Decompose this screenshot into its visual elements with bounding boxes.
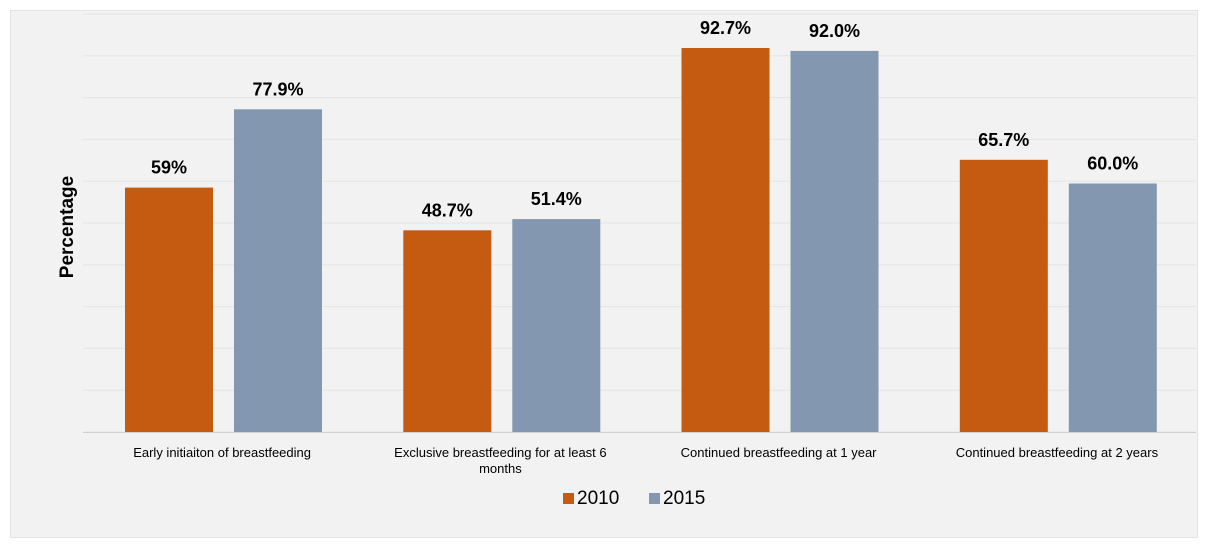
value-label-2010-3: 92.7% bbox=[700, 18, 751, 38]
bar-2010-2 bbox=[403, 230, 492, 432]
value-label-2010-2: 48.7% bbox=[422, 200, 473, 220]
y-axis-title: Percentage bbox=[57, 176, 78, 278]
value-label-2010-4: 65.7% bbox=[978, 130, 1029, 150]
bar-2010-4 bbox=[959, 159, 1048, 433]
legend-label-2010: 2010 bbox=[577, 488, 619, 509]
legend-swatch-2010 bbox=[563, 493, 574, 504]
category-label-2: Exclusive breastfeeding for at least 6 bbox=[394, 445, 606, 460]
category-label-4: Continued breastfeeding at 2 years bbox=[956, 445, 1159, 460]
legend: 2010 2015 bbox=[563, 488, 705, 509]
category-labels: Early initiaiton of breastfeeding Exclusi… bbox=[133, 445, 1158, 476]
bar-2010-1 bbox=[125, 187, 213, 432]
bar-2015-1 bbox=[234, 109, 322, 433]
value-label-2015-2: 51.4% bbox=[531, 189, 582, 209]
category-label-2: months bbox=[479, 461, 522, 476]
value-label-2015-4: 60.0% bbox=[1087, 154, 1138, 174]
legend-label-2015: 2015 bbox=[663, 488, 705, 509]
value-labels: 59% 77.9% 48.7% 51.4% 92.7% 92.0% 65.7% 60.0% bbox=[151, 18, 1138, 220]
bar-2015-4 bbox=[1068, 183, 1157, 432]
bar-2015-2 bbox=[512, 219, 601, 432]
value-label-2010-1: 59% bbox=[151, 158, 187, 178]
category-label-3: Continued breastfeeding at 1 year bbox=[681, 445, 878, 460]
value-label-2015-3: 92.0% bbox=[809, 21, 860, 41]
bar-2010-3 bbox=[681, 48, 770, 432]
legend-swatch-2015 bbox=[649, 493, 660, 504]
bars bbox=[125, 48, 1157, 433]
bar-2015-3 bbox=[790, 50, 879, 433]
category-label-1: Early initiaiton of breastfeeding bbox=[133, 445, 311, 460]
value-label-2015-1: 77.9% bbox=[252, 79, 303, 99]
